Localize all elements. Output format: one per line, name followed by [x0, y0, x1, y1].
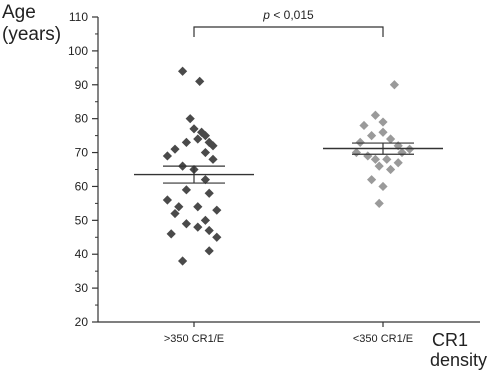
p-value-label: p < 0,015 [262, 8, 314, 22]
data-point [212, 205, 222, 215]
data-point [393, 158, 403, 168]
y-tick-label: 110 [69, 10, 88, 24]
data-point [178, 256, 188, 266]
data-point [204, 225, 214, 236]
data-point [374, 198, 384, 208]
data-point [386, 134, 396, 144]
data-point [351, 147, 361, 158]
data-point [370, 154, 380, 164]
data-point [170, 208, 180, 219]
data-point [363, 151, 373, 161]
data-point [193, 202, 203, 212]
data-point [200, 147, 210, 158]
y-axis-title: Age (years) [2, 2, 61, 46]
data-point [200, 175, 210, 185]
data-point [174, 202, 184, 212]
x-axis-title: CR1 density [430, 330, 487, 370]
data-point [204, 188, 214, 198]
data-point [185, 114, 195, 124]
data-point [200, 215, 210, 225]
data-point [166, 229, 176, 239]
data-point [370, 110, 380, 120]
data-point [181, 219, 191, 229]
data-point [367, 175, 377, 185]
data-point [212, 232, 222, 242]
annotation-layer: p < 0,015 [193, 8, 384, 37]
y-axis-title-line1: Age [2, 2, 36, 23]
data-point [208, 141, 218, 151]
y-tick-label: 60 [75, 179, 89, 193]
y-tick-label: 100 [68, 44, 88, 58]
data-point [355, 137, 365, 147]
significance-bracket [193, 26, 384, 37]
data-point [189, 124, 199, 134]
x-tick-label: >350 CR1/E [164, 333, 224, 345]
y-tick-label: 90 [75, 78, 89, 92]
data-point [389, 80, 399, 90]
data-point [386, 164, 396, 175]
data-point [170, 144, 180, 154]
data-point [181, 185, 191, 195]
x-axis-title-line1: CR1 [432, 330, 469, 350]
data-point [204, 246, 214, 256]
data-point [193, 222, 203, 232]
data-point [162, 151, 172, 161]
y-axis-title-line2: (years) [2, 24, 62, 45]
x-axis-title-line2: density [430, 350, 488, 370]
data-point [193, 134, 203, 144]
y-tick-label: 40 [75, 247, 89, 261]
mark-layer [134, 66, 443, 266]
axis-layer: 20 30 40 50 60 70 80 90 100 110 >350 CR1/E <350 CR1… [68, 10, 480, 345]
y-tick-label: 20 [75, 315, 89, 329]
data-point [195, 76, 205, 86]
data-point [397, 147, 407, 158]
data-point [178, 66, 188, 76]
data-point [208, 154, 218, 164]
p-value-text: < 0,015 [270, 8, 314, 22]
data-point [359, 120, 369, 131]
data-point [374, 161, 384, 171]
y-tick-label: 50 [75, 213, 89, 227]
data-point [378, 117, 388, 127]
data-point [181, 137, 191, 147]
data-point [378, 127, 388, 137]
y-tick-label: 30 [75, 281, 89, 295]
data-point [200, 131, 210, 141]
data-point [367, 131, 377, 141]
data-point [382, 154, 392, 164]
data-point [378, 181, 388, 192]
y-tick-label: 80 [75, 112, 89, 126]
data-point [162, 195, 172, 205]
x-tick-label: <350 CR1/E [353, 333, 413, 345]
y-tick-label: 70 [75, 146, 89, 160]
p-value-symbol: p [262, 8, 270, 22]
